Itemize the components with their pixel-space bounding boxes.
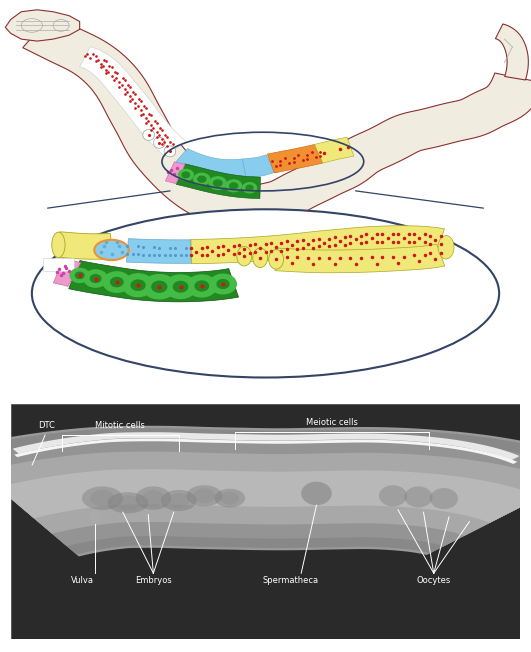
Polygon shape bbox=[57, 232, 113, 259]
Polygon shape bbox=[267, 145, 323, 173]
Text: Embryos: Embryos bbox=[135, 576, 172, 585]
Ellipse shape bbox=[153, 138, 165, 148]
Circle shape bbox=[131, 280, 145, 290]
Polygon shape bbox=[80, 47, 186, 156]
Circle shape bbox=[182, 172, 190, 177]
Polygon shape bbox=[165, 162, 185, 184]
Ellipse shape bbox=[269, 250, 284, 269]
Circle shape bbox=[173, 282, 188, 292]
Circle shape bbox=[194, 173, 210, 185]
Ellipse shape bbox=[52, 232, 65, 258]
Ellipse shape bbox=[194, 488, 215, 503]
Text: Oocytes: Oocytes bbox=[417, 576, 451, 585]
Polygon shape bbox=[0, 452, 531, 536]
Ellipse shape bbox=[95, 240, 129, 260]
Ellipse shape bbox=[161, 490, 196, 511]
Text: DTC: DTC bbox=[38, 421, 55, 430]
Circle shape bbox=[123, 274, 153, 297]
Polygon shape bbox=[68, 261, 238, 302]
Text: Spermatheca: Spermatheca bbox=[263, 576, 319, 585]
Ellipse shape bbox=[237, 246, 252, 266]
Circle shape bbox=[213, 180, 222, 186]
Polygon shape bbox=[275, 244, 445, 273]
Circle shape bbox=[226, 180, 242, 192]
Polygon shape bbox=[0, 469, 531, 523]
Circle shape bbox=[70, 269, 89, 282]
Polygon shape bbox=[191, 226, 444, 263]
Ellipse shape bbox=[116, 496, 140, 511]
Polygon shape bbox=[0, 428, 531, 554]
Ellipse shape bbox=[379, 485, 407, 507]
Circle shape bbox=[90, 274, 101, 282]
Polygon shape bbox=[126, 239, 191, 263]
Polygon shape bbox=[174, 149, 246, 179]
FancyBboxPatch shape bbox=[11, 404, 520, 639]
Polygon shape bbox=[314, 138, 354, 163]
Circle shape bbox=[103, 272, 131, 292]
Circle shape bbox=[165, 275, 196, 299]
Polygon shape bbox=[243, 155, 276, 177]
Circle shape bbox=[198, 176, 206, 182]
Ellipse shape bbox=[135, 486, 171, 510]
Ellipse shape bbox=[186, 485, 222, 507]
Ellipse shape bbox=[301, 482, 332, 505]
Polygon shape bbox=[176, 164, 261, 198]
Ellipse shape bbox=[168, 493, 190, 508]
Ellipse shape bbox=[82, 486, 123, 510]
Text: Mitotic cells: Mitotic cells bbox=[95, 421, 145, 430]
Ellipse shape bbox=[221, 492, 239, 505]
Circle shape bbox=[84, 270, 107, 287]
Ellipse shape bbox=[90, 490, 115, 507]
Ellipse shape bbox=[164, 146, 176, 157]
Ellipse shape bbox=[143, 490, 164, 507]
Circle shape bbox=[195, 281, 209, 291]
Polygon shape bbox=[0, 426, 531, 556]
Polygon shape bbox=[43, 258, 74, 271]
Polygon shape bbox=[54, 259, 81, 286]
Circle shape bbox=[210, 274, 236, 294]
Circle shape bbox=[75, 273, 84, 278]
Ellipse shape bbox=[107, 492, 148, 513]
Polygon shape bbox=[0, 437, 531, 546]
Polygon shape bbox=[14, 438, 517, 464]
Polygon shape bbox=[495, 24, 528, 80]
Circle shape bbox=[110, 278, 123, 287]
Circle shape bbox=[178, 170, 193, 181]
Circle shape bbox=[217, 280, 229, 288]
Circle shape bbox=[246, 185, 253, 190]
Text: Vulva: Vulva bbox=[71, 576, 93, 585]
Circle shape bbox=[152, 281, 167, 292]
Ellipse shape bbox=[253, 248, 268, 267]
Text: Meiotic cells: Meiotic cells bbox=[306, 419, 358, 427]
Polygon shape bbox=[13, 432, 519, 460]
Ellipse shape bbox=[438, 235, 454, 259]
Ellipse shape bbox=[405, 486, 432, 507]
Circle shape bbox=[243, 183, 256, 193]
Ellipse shape bbox=[430, 488, 458, 509]
Polygon shape bbox=[23, 15, 531, 228]
Circle shape bbox=[143, 274, 176, 299]
Ellipse shape bbox=[215, 489, 245, 507]
Polygon shape bbox=[5, 10, 80, 41]
Circle shape bbox=[230, 183, 238, 189]
Ellipse shape bbox=[32, 209, 499, 378]
Ellipse shape bbox=[88, 510, 101, 524]
Circle shape bbox=[187, 275, 217, 297]
Ellipse shape bbox=[143, 130, 155, 140]
Circle shape bbox=[209, 177, 226, 189]
